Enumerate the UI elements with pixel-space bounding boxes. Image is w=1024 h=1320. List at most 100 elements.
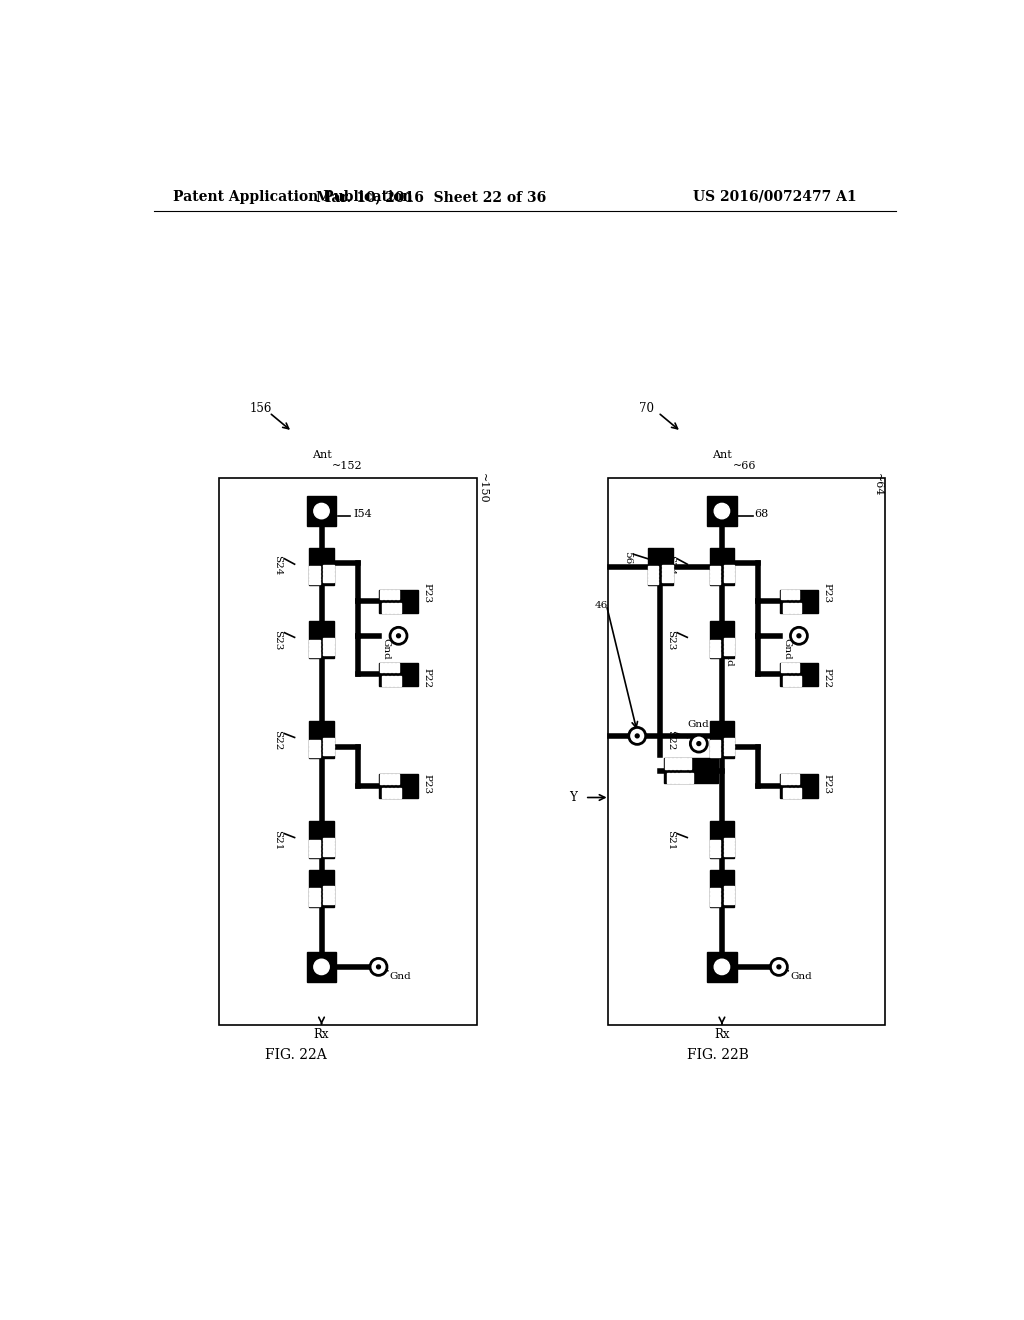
Polygon shape xyxy=(380,775,383,784)
Polygon shape xyxy=(793,663,796,672)
Polygon shape xyxy=(710,643,720,645)
Polygon shape xyxy=(710,651,720,653)
Polygon shape xyxy=(386,788,389,797)
Polygon shape xyxy=(393,788,396,797)
Polygon shape xyxy=(397,603,400,612)
Polygon shape xyxy=(309,570,319,573)
Polygon shape xyxy=(684,758,687,768)
Polygon shape xyxy=(710,851,720,854)
Polygon shape xyxy=(710,903,720,906)
Text: P23: P23 xyxy=(423,775,431,795)
Polygon shape xyxy=(392,663,395,672)
Polygon shape xyxy=(724,652,734,655)
Polygon shape xyxy=(379,775,418,797)
Polygon shape xyxy=(324,898,334,900)
Text: US 2016/0072477 A1: US 2016/0072477 A1 xyxy=(692,190,856,203)
Text: ~66: ~66 xyxy=(733,462,756,471)
Text: P23: P23 xyxy=(823,583,831,603)
Polygon shape xyxy=(784,590,787,599)
Polygon shape xyxy=(710,747,720,750)
Polygon shape xyxy=(324,853,334,855)
Polygon shape xyxy=(710,574,720,577)
Text: Mar. 10, 2016  Sheet 22 of 36: Mar. 10, 2016 Sheet 22 of 36 xyxy=(315,190,546,203)
Polygon shape xyxy=(669,758,672,768)
Polygon shape xyxy=(708,952,736,982)
Polygon shape xyxy=(390,676,393,686)
Text: P23: P23 xyxy=(823,775,831,795)
Polygon shape xyxy=(309,622,334,659)
Polygon shape xyxy=(793,775,796,784)
Polygon shape xyxy=(380,590,383,599)
Polygon shape xyxy=(724,746,734,748)
Text: 46: 46 xyxy=(595,601,608,610)
Circle shape xyxy=(635,734,639,738)
Polygon shape xyxy=(388,590,391,599)
Text: FIG. 22B: FIG. 22B xyxy=(687,1048,749,1063)
Text: ~64: ~64 xyxy=(872,473,883,496)
Polygon shape xyxy=(673,758,676,768)
Polygon shape xyxy=(794,676,797,686)
Polygon shape xyxy=(724,849,734,851)
Polygon shape xyxy=(309,870,334,907)
Polygon shape xyxy=(390,788,393,797)
Polygon shape xyxy=(309,851,319,854)
Polygon shape xyxy=(386,603,389,612)
Polygon shape xyxy=(710,896,720,899)
Polygon shape xyxy=(309,739,319,743)
Polygon shape xyxy=(309,747,319,750)
Polygon shape xyxy=(788,663,792,672)
Polygon shape xyxy=(688,758,691,768)
Polygon shape xyxy=(666,758,669,768)
Polygon shape xyxy=(648,581,658,583)
Polygon shape xyxy=(782,676,785,686)
Polygon shape xyxy=(324,894,334,896)
Polygon shape xyxy=(309,892,319,895)
Polygon shape xyxy=(324,572,334,574)
Polygon shape xyxy=(384,590,387,599)
Polygon shape xyxy=(663,569,673,572)
Polygon shape xyxy=(780,663,783,672)
Polygon shape xyxy=(710,581,720,583)
Polygon shape xyxy=(324,902,334,904)
Polygon shape xyxy=(324,849,334,851)
Polygon shape xyxy=(798,788,801,797)
Text: S22: S22 xyxy=(666,730,675,750)
Polygon shape xyxy=(324,652,334,655)
Text: Patent Application Publication: Patent Application Publication xyxy=(173,190,413,203)
Bar xyxy=(219,478,477,1024)
Polygon shape xyxy=(710,548,734,585)
Polygon shape xyxy=(724,752,734,755)
Polygon shape xyxy=(794,788,797,797)
Polygon shape xyxy=(724,853,734,855)
Polygon shape xyxy=(724,898,734,900)
Circle shape xyxy=(690,735,708,752)
Polygon shape xyxy=(324,649,334,652)
Circle shape xyxy=(313,960,330,974)
Polygon shape xyxy=(724,638,734,640)
Polygon shape xyxy=(679,772,682,783)
Polygon shape xyxy=(710,578,720,581)
Circle shape xyxy=(313,503,330,519)
Text: Gnd: Gnd xyxy=(791,972,812,981)
Polygon shape xyxy=(786,603,790,612)
Polygon shape xyxy=(780,590,783,599)
Polygon shape xyxy=(786,676,790,686)
Polygon shape xyxy=(324,752,334,755)
Polygon shape xyxy=(724,579,734,582)
Polygon shape xyxy=(382,603,385,612)
Polygon shape xyxy=(388,775,391,784)
Text: Rx: Rx xyxy=(714,1028,730,1041)
Polygon shape xyxy=(663,572,673,574)
Polygon shape xyxy=(791,603,794,612)
Circle shape xyxy=(770,958,787,975)
Polygon shape xyxy=(324,887,334,890)
Polygon shape xyxy=(324,746,334,748)
Polygon shape xyxy=(663,565,673,568)
Polygon shape xyxy=(309,847,319,850)
Polygon shape xyxy=(324,638,334,640)
Polygon shape xyxy=(681,758,684,768)
Text: Rx: Rx xyxy=(313,1028,330,1041)
Polygon shape xyxy=(309,821,334,858)
Polygon shape xyxy=(309,888,319,891)
Text: P23: P23 xyxy=(423,583,431,603)
